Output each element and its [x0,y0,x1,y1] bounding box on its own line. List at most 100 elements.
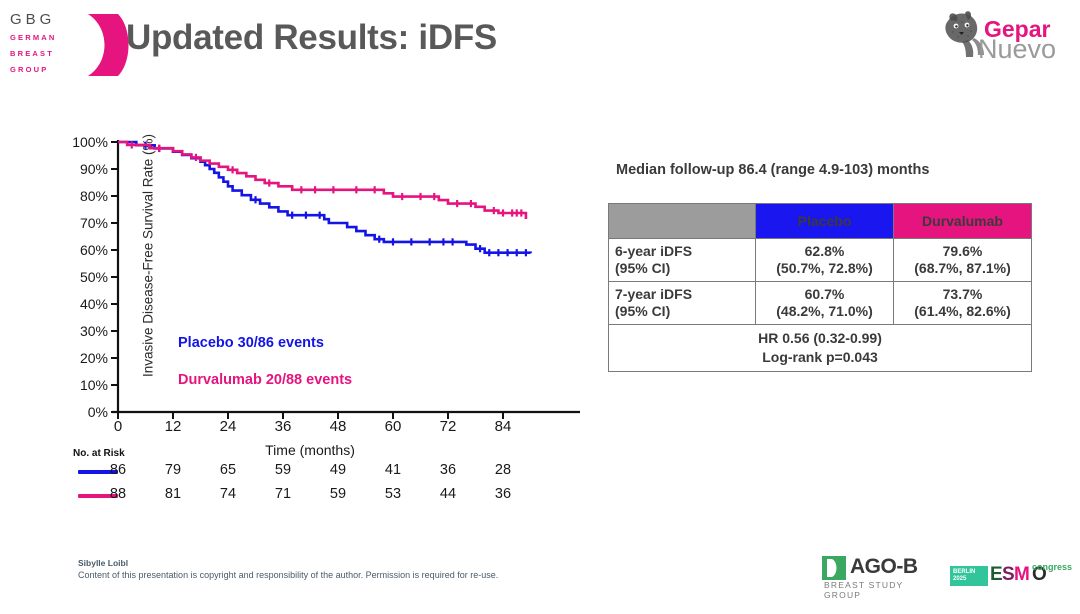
risk-count: 28 [494,462,512,478]
idfs-kaplan-meier-chart: Invasive Disease-Free Survival Rate (%) … [60,130,580,520]
ago-b-subtitle: BREAST STUDY GROUP [824,580,904,600]
gbg-logo-main: GBG [10,11,56,28]
cell-7year-durvalumab-ci: (61.4%, 82.6%) [914,303,1011,319]
survival-curve-placebo [118,140,532,254]
row-label-7year: 7-year iDFS (95% CI) [608,281,756,325]
cell-6year-placebo-ci: (50.7%, 72.8%) [776,260,873,276]
durvalumab-series-label: Durvalumab 20/88 events [178,372,353,388]
risk-count: 49 [329,462,347,478]
leopard-icon [945,11,984,57]
ago-b-name: AGO-B [850,555,918,578]
x-tick-label: 84 [494,418,512,435]
table-header-row: Placebo Durvalumab [608,203,1032,239]
y-tick-label: 20% [79,350,108,366]
gbg-logo-line1: GERMAN [10,33,57,42]
median-followup-text: Median follow-up 86.4 (range 4.9-103) mo… [616,162,930,178]
slide-header: GBG GERMAN BREAST GROUP Updated Results:… [0,0,1080,92]
risk-count: 86 [109,462,127,478]
gepar-logo-nuevo: Nuevo [978,34,1057,64]
cell-6year-placebo: 62.8% (50.7%, 72.8%) [755,238,894,282]
page-title: Updated Results: iDFS [126,18,497,57]
risk-count: 36 [494,486,512,502]
y-tick-label: 70% [79,215,108,231]
y-tick-label: 10% [79,377,108,393]
risk-count: 59 [274,462,292,478]
risk-legend-key-placebo [78,470,118,474]
x-tick-label: 48 [329,418,347,435]
risk-count: 41 [384,462,402,478]
esmo-congress-logo: BERLIN 2025 E S M O congress [950,562,1072,592]
esmo-congress-word: congress [1032,562,1073,572]
risk-count: 74 [219,486,237,502]
risk-legend-key-durvalumab [78,494,118,498]
cell-7year-durvalumab-value: 73.7% [942,286,983,302]
row-label-6year-line2: (95% CI) [615,260,671,276]
row-label-6year: 6-year iDFS (95% CI) [608,238,756,282]
cell-7year-placebo-value: 60.7% [804,286,845,302]
esmo-letter-e: E [990,564,1003,585]
header-cell-blank [608,203,756,239]
risk-count: 71 [274,486,292,502]
row-label-7year-line2: (95% CI) [615,303,671,319]
gbg-logo: GBG GERMAN BREAST GROUP [10,12,125,74]
x-tick-label: 12 [164,418,182,435]
esmo-berlin-city: BERLIN [953,569,976,575]
table-row: 7-year iDFS (95% CI) 60.7% (48.2%, 71.0%… [608,281,1032,325]
footer-author: Sibylle Loibl [78,558,129,568]
cell-hazard-ratio: HR 0.56 (0.32-0.99) Log-rank p=0.043 [608,324,1032,372]
logrank-p-text: Log-rank p=0.043 [762,349,878,365]
x-tick-label: 24 [219,418,237,435]
y-tick-label: 30% [79,323,108,339]
y-tick-label: 100% [72,134,108,150]
risk-count: 79 [164,462,182,478]
survival-curves-plot [111,140,580,419]
gbg-logo-line2: BREAST [10,49,55,58]
esmo-letter-s: S [1002,564,1015,585]
x-axis-title: Time (months) [265,442,355,458]
x-tick-label: 60 [384,418,402,435]
y-tick-label: 60% [79,242,108,258]
esmo-letter-o: O [1032,564,1047,585]
risk-count: 65 [219,462,237,478]
x-tick-label: 0 [113,418,123,435]
y-tick-label: 0% [87,404,108,420]
risk-count: 88 [109,486,127,502]
survival-curve-durvalumab [118,140,528,219]
cell-6year-durvalumab: 79.6% (68.7%, 87.1%) [893,238,1032,282]
number-at-risk-title: No. at Risk [73,448,125,459]
geparnuevo-logo: Nuevo Gepar [916,8,1066,66]
cell-6year-durvalumab-ci: (68.7%, 87.1%) [914,260,1011,276]
cell-6year-placebo-value: 62.8% [804,243,845,259]
number-at-risk-table: No. at Risk 86 79 65 59 49 41 36 28 88 81 74 71 59 53… [70,448,560,518]
risk-count: 36 [439,462,457,478]
gepar-logo-gepar: Gepar [984,16,1051,42]
gbg-logo-line3: GROUP [10,65,49,74]
row-label-7year-line1: 7-year iDFS [615,286,693,302]
x-tick-label: 36 [274,418,292,435]
y-tick-label: 40% [79,296,108,312]
y-tick-label: 80% [79,188,108,204]
risk-count: 59 [329,486,347,502]
table-row: 6-year iDFS (95% CI) 62.8% (50.7%, 72.8%… [608,238,1032,282]
risk-count: 53 [384,486,402,502]
esmo-letter-m: M [1014,564,1030,585]
cell-7year-placebo: 60.7% (48.2%, 71.0%) [755,281,894,325]
footer-copyright: Content of this presentation is copyrigh… [78,570,499,580]
header-cell-durvalumab: Durvalumab [893,203,1032,239]
placebo-series-label: Placebo 30/86 events [178,335,324,351]
cell-7year-placebo-ci: (48.2%, 71.0%) [776,303,873,319]
risk-count: 44 [439,486,457,502]
ago-b-logo: AGO-B BREAST STUDY GROUP [822,555,932,600]
y-tick-label: 50% [79,269,108,285]
hazard-ratio-text: HR 0.56 (0.32-0.99) [758,330,882,346]
risk-count: 81 [164,486,182,502]
idfs-results-table: Placebo Durvalumab 6-year iDFS (95% CI) … [608,203,1032,372]
header-cell-placebo: Placebo [755,203,894,239]
table-row-statistics: HR 0.56 (0.32-0.99) Log-rank p=0.043 [608,324,1032,372]
x-tick-label: 72 [439,418,457,435]
cell-6year-durvalumab-value: 79.6% [942,243,983,259]
esmo-berlin-year: 2025 [953,576,967,582]
ago-b-mark-icon [822,556,846,580]
cell-7year-durvalumab: 73.7% (61.4%, 82.6%) [893,281,1032,325]
y-tick-label: 90% [79,161,108,177]
